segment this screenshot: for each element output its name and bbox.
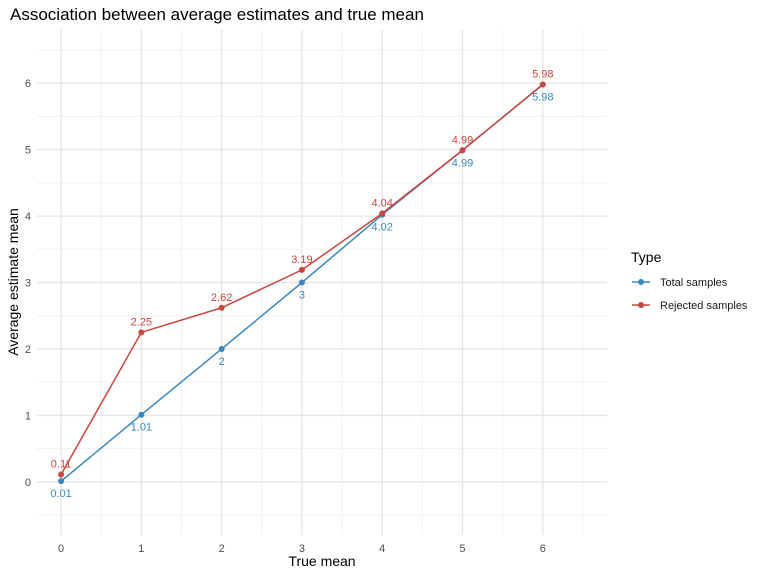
x-tick-label: 4: [379, 543, 385, 555]
y-tick-labels: 0 1 2 3 4 5 6: [25, 78, 31, 489]
x-tick-label: 6: [540, 543, 546, 555]
y-tick-label: 3: [25, 278, 31, 290]
legend-title: Type: [631, 249, 662, 265]
chart-title: Association between average estimates an…: [10, 5, 424, 24]
x-tick-label: 0: [58, 543, 64, 555]
data-point: [379, 210, 386, 217]
data-label: 2.25: [131, 316, 152, 328]
y-tick-label: 1: [25, 410, 31, 422]
y-tick-label: 6: [25, 78, 31, 90]
data-point: [218, 304, 225, 311]
x-tick-label: 2: [219, 543, 225, 555]
series-rejected-samples: 0.11 2.25 2.62 3.19 4.04 4.99 5.98: [51, 68, 553, 478]
legend-swatch-point: [638, 302, 644, 308]
y-tick-label: 0: [25, 477, 31, 489]
series-layer: 0.01 1.01 2 3 4.02 4.99 5.98 0.11 2.25 2.62 3.19 4.…: [50, 68, 553, 500]
y-tick-label: 5: [25, 145, 31, 157]
legend-label: Total samples: [660, 277, 728, 289]
y-axis-title: Average estimate mean: [5, 208, 21, 356]
x-axis-title: True mean: [288, 553, 355, 569]
data-label: 0.11: [51, 459, 72, 471]
x-tick-label: 5: [459, 543, 465, 555]
data-label: 2: [219, 356, 225, 368]
y-tick-label: 2: [25, 344, 31, 356]
data-point: [539, 81, 546, 88]
legend-swatch-point: [638, 279, 644, 285]
data-label: 4.02: [372, 222, 393, 234]
x-tick-labels: 0 1 2 3 4 5 6: [58, 543, 546, 555]
legend-label: Rejected samples: [660, 300, 748, 312]
legend-item: Rejected samples: [632, 300, 748, 312]
y-tick-label: 4: [25, 211, 31, 223]
data-point: [218, 345, 225, 352]
data-point: [138, 329, 145, 336]
x-tick-label: 1: [138, 543, 144, 555]
data-point: [58, 478, 65, 485]
data-label: 5.98: [532, 68, 553, 80]
data-point: [459, 147, 466, 154]
data-label: 5.98: [532, 91, 553, 103]
legend: Type Total samples Rejected samples: [631, 249, 748, 312]
x-tick-label: 3: [299, 543, 305, 555]
data-label: 4.04: [372, 197, 393, 209]
data-point: [298, 279, 305, 286]
data-point: [58, 471, 65, 478]
data-point: [138, 411, 145, 418]
data-label: 3: [299, 290, 305, 302]
data-label: 2.62: [211, 292, 232, 304]
legend-item: Total samples: [632, 277, 728, 289]
data-label: 4.99: [452, 157, 473, 169]
data-label: 1.01: [131, 422, 152, 434]
data-label: 3.19: [291, 254, 312, 266]
data-label: 4.99: [452, 134, 473, 146]
grid: [37, 30, 607, 535]
data-point: [298, 266, 305, 273]
data-label: 0.01: [50, 488, 71, 500]
